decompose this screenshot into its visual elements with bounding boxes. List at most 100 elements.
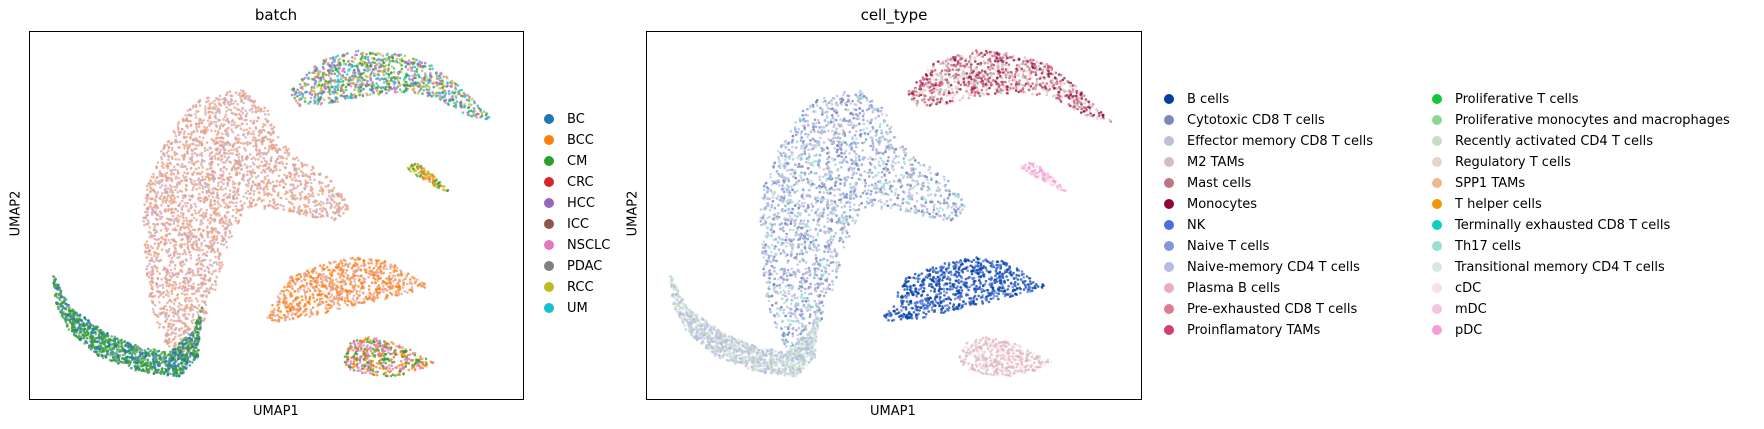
scatter-point	[178, 202, 182, 205]
scatter-point	[152, 173, 155, 176]
scatter-point	[375, 62, 379, 66]
scatter-point	[354, 94, 358, 98]
scatter-point	[193, 179, 196, 183]
scatter-point	[377, 73, 381, 77]
scatter-point	[212, 139, 215, 143]
scatter-point	[170, 198, 173, 202]
scatter-point	[221, 124, 225, 128]
scatter-point	[422, 89, 426, 92]
scatter-point	[215, 208, 218, 211]
scatter-canvas-batch	[51, 49, 491, 378]
scatter-point	[103, 336, 106, 339]
scatter-point	[355, 292, 358, 296]
scatter-point	[242, 101, 245, 105]
scatter-point	[182, 216, 185, 219]
scatter-point	[162, 311, 166, 314]
scatter-point	[167, 149, 170, 153]
scatter-point	[279, 196, 282, 200]
scatter-point	[179, 180, 183, 183]
scatter-point	[209, 206, 213, 210]
scatter-point	[206, 148, 209, 152]
scatter-point	[245, 118, 248, 122]
scatter-point	[240, 89, 243, 92]
scatter-point	[250, 189, 253, 192]
scatter-point	[149, 180, 153, 183]
scatter-point	[173, 239, 176, 243]
scatter-point	[197, 283, 200, 287]
scatter-point	[106, 353, 109, 356]
scatter-point	[227, 178, 230, 182]
scatter-plot-batch	[29, 31, 524, 400]
scatter-point	[201, 299, 204, 303]
scatter-point	[258, 132, 262, 135]
scatter-point	[166, 328, 170, 332]
scatter-point	[173, 312, 176, 315]
scatter-point	[415, 68, 419, 71]
scatter-point	[209, 157, 213, 160]
scatter-point	[216, 241, 220, 245]
scatter-point	[311, 215, 315, 219]
scatter-point	[189, 257, 193, 260]
scatter-point	[202, 278, 205, 281]
scatter-point	[277, 191, 280, 195]
scatter-point	[311, 165, 315, 169]
scatter-point	[198, 328, 202, 331]
scatter-point	[422, 81, 425, 85]
scatter-point	[311, 77, 315, 81]
scatter-point	[149, 204, 152, 208]
scatter-point	[64, 315, 68, 319]
scatter-point	[350, 60, 354, 63]
scatter-point	[223, 143, 226, 146]
scatter-point	[164, 315, 167, 319]
scatter-point	[395, 57, 399, 61]
scatter-point	[194, 103, 198, 107]
scatter-point	[428, 86, 431, 89]
scatter-point	[335, 92, 339, 95]
scatter-point	[152, 348, 155, 351]
scatter-point	[368, 93, 372, 96]
scatter-point	[143, 349, 147, 352]
scatter-point	[293, 176, 296, 179]
scatter-point	[98, 349, 102, 353]
scatter-point	[191, 182, 194, 185]
scatter-point	[205, 230, 209, 233]
scatter-point	[235, 211, 238, 214]
scatter-point	[208, 188, 211, 192]
scatter-point	[80, 319, 84, 322]
cluster-main-body	[142, 89, 350, 361]
scatter-point	[166, 251, 169, 254]
scatter-point	[301, 95, 305, 99]
scatter-point	[206, 128, 209, 132]
scatter-point	[353, 68, 356, 72]
scatter-point	[218, 214, 221, 217]
scatter-point	[451, 98, 455, 102]
scatter-point	[198, 135, 201, 139]
scatter-point	[163, 351, 167, 354]
scatter-point	[209, 164, 212, 168]
scatter-point	[369, 77, 373, 80]
scatter-point	[217, 202, 220, 206]
scatter-point	[226, 91, 229, 94]
scatter-point	[405, 80, 408, 84]
scatter-point	[367, 58, 370, 62]
scatter-point	[192, 313, 195, 316]
scatter-point	[300, 161, 303, 165]
scatter-point	[406, 68, 410, 71]
scatter-point	[242, 89, 245, 93]
scatter-point	[271, 147, 275, 150]
scatter-point	[382, 65, 385, 68]
scatter-point	[168, 232, 171, 236]
scatter-point	[357, 68, 360, 71]
scatter-point	[192, 163, 196, 166]
scatter-point	[482, 110, 486, 113]
scatter-point	[152, 295, 155, 299]
scatter-point	[188, 160, 191, 164]
scatter-point	[68, 309, 72, 313]
scatter-point	[185, 361, 189, 365]
scatter-point	[201, 142, 204, 146]
scatter-point	[244, 157, 248, 161]
scatter-point	[199, 310, 202, 313]
scatter-point	[131, 352, 134, 356]
scatter-point	[189, 229, 192, 233]
scatter-point	[177, 305, 180, 308]
